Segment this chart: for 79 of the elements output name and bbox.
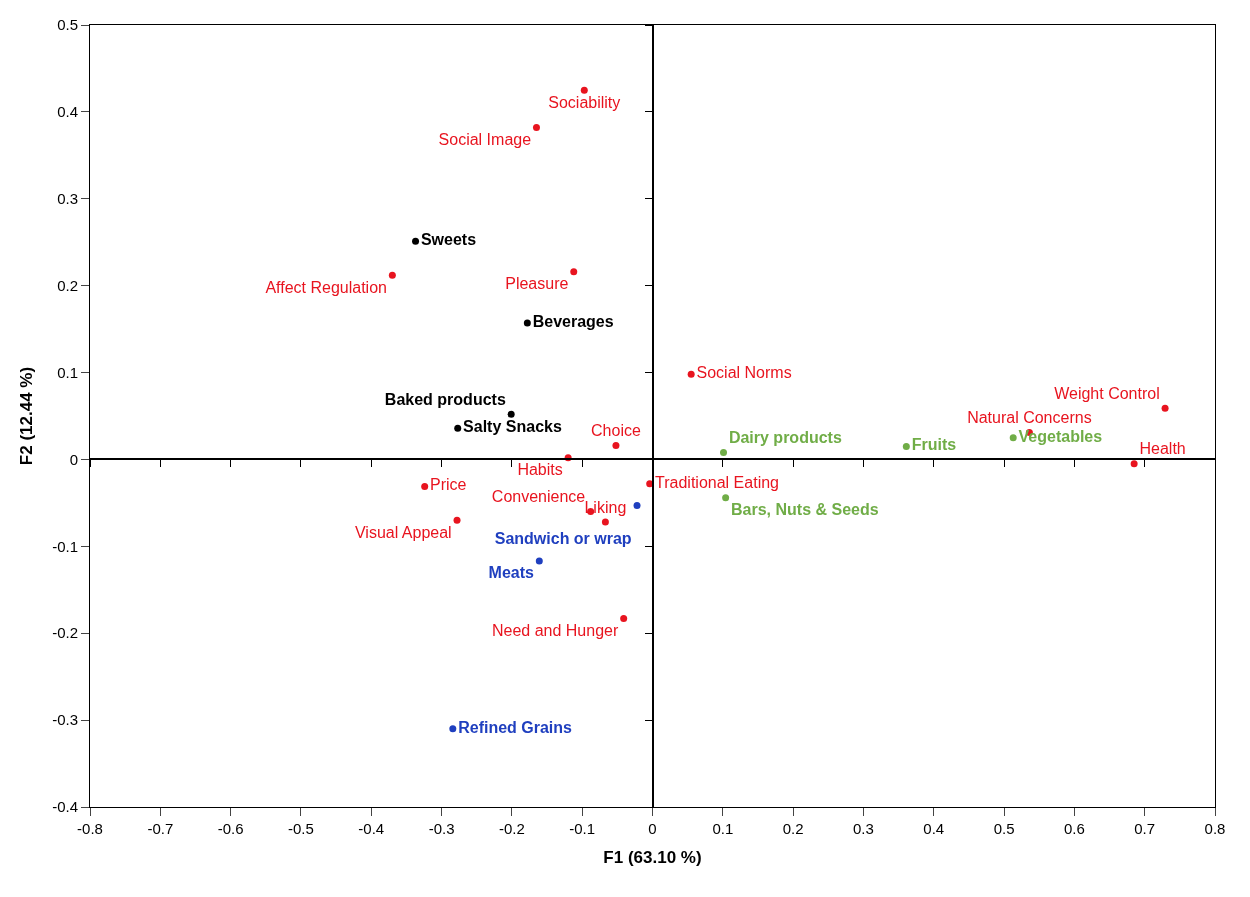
data-label: Social Image bbox=[438, 130, 532, 148]
x-axis-title: F1 (63.10 %) bbox=[603, 848, 702, 868]
data-label: Choice bbox=[591, 422, 641, 440]
y-tick-label: 0.4 bbox=[57, 103, 78, 121]
point bbox=[523, 319, 531, 327]
data-label: Vegetables bbox=[1018, 427, 1103, 445]
data-label: Sweets bbox=[420, 231, 477, 249]
point bbox=[453, 516, 461, 524]
point bbox=[570, 268, 578, 276]
point bbox=[1009, 434, 1017, 442]
data-label: Health bbox=[1139, 440, 1186, 458]
x-tick-label: 0.1 bbox=[712, 820, 734, 837]
point bbox=[388, 271, 396, 279]
data-label: Weight Control bbox=[1054, 384, 1160, 402]
point bbox=[633, 502, 641, 509]
data-label: Traditional Eating bbox=[655, 473, 779, 491]
x-tick-label: -0.7 bbox=[147, 820, 174, 837]
data-label: Habits bbox=[517, 461, 563, 479]
y-axis-title: F2 (12.44 %) bbox=[16, 366, 36, 466]
y-tick-label: -0.3 bbox=[52, 711, 78, 729]
x-tick-label: -0.5 bbox=[288, 820, 314, 837]
point bbox=[535, 557, 543, 565]
data-label: Social Norms bbox=[696, 364, 792, 382]
point bbox=[454, 424, 462, 432]
x-tick-label: -0.3 bbox=[428, 820, 455, 837]
x-tick-label: 0 bbox=[648, 820, 657, 837]
x-tick-label: 0.3 bbox=[853, 820, 874, 837]
data-label: Natural Concerns bbox=[967, 409, 1092, 427]
x-tick-label: -0.6 bbox=[217, 820, 244, 837]
y-tick-label: -0.2 bbox=[52, 624, 78, 642]
data-label: Bars, Nuts & Seeds bbox=[731, 501, 879, 519]
x-tick-label: 0.8 bbox=[1204, 820, 1226, 837]
point bbox=[449, 725, 457, 733]
point bbox=[532, 124, 540, 132]
data-label: Refined Grains bbox=[458, 718, 573, 736]
data-label: Sandwich or wrap bbox=[494, 529, 632, 547]
y-tick-label: 0.5 bbox=[57, 16, 78, 34]
point bbox=[601, 518, 609, 526]
point bbox=[687, 370, 695, 378]
point bbox=[412, 237, 420, 245]
data-label: Visual Appeal bbox=[354, 523, 452, 541]
x-tick-label: -0.1 bbox=[569, 820, 596, 837]
point bbox=[722, 494, 730, 502]
x-tick-label: -0.4 bbox=[358, 820, 385, 837]
data-label: Liking bbox=[584, 498, 627, 516]
x-tick-label: 0.7 bbox=[1134, 820, 1156, 837]
point bbox=[1161, 404, 1169, 412]
point bbox=[421, 482, 429, 490]
x-tick-label: 0.5 bbox=[993, 820, 1015, 837]
data-label: Convenience bbox=[491, 488, 586, 506]
data-label: Salty Snacks bbox=[463, 418, 562, 436]
y-tick-label: 0.3 bbox=[57, 190, 78, 208]
data-label: Sociability bbox=[548, 93, 621, 111]
data-label: Dairy products bbox=[728, 429, 842, 447]
point bbox=[902, 442, 910, 450]
data-label: Beverages bbox=[532, 313, 614, 331]
y-tick-label: -0.1 bbox=[52, 537, 78, 555]
data-label: Meats bbox=[488, 564, 535, 582]
point bbox=[1130, 460, 1138, 468]
point bbox=[620, 614, 628, 622]
y-tick-label: 0 bbox=[69, 450, 78, 468]
data-label: Fruits bbox=[911, 436, 957, 454]
point bbox=[720, 448, 728, 456]
x-tick-label: -0.2 bbox=[498, 820, 525, 837]
x-tick-label: -0.8 bbox=[77, 820, 103, 837]
x-tick-label: 0.4 bbox=[923, 820, 945, 837]
x-tick-label: 0.6 bbox=[1063, 820, 1085, 837]
y-tick-label: 0.1 bbox=[57, 363, 78, 381]
data-label: Price bbox=[430, 476, 467, 494]
point bbox=[612, 442, 620, 450]
y-tick-label: 0.2 bbox=[57, 276, 78, 294]
x-tick-label: 0.2 bbox=[782, 820, 804, 837]
data-label: Need and Hunger bbox=[491, 621, 619, 639]
data-label: Baked products bbox=[384, 390, 506, 408]
point bbox=[580, 86, 588, 94]
data-label: Affect Regulation bbox=[265, 278, 387, 296]
data-label: Pleasure bbox=[505, 275, 569, 293]
point bbox=[507, 410, 515, 418]
y-tick-label: -0.4 bbox=[52, 798, 78, 816]
